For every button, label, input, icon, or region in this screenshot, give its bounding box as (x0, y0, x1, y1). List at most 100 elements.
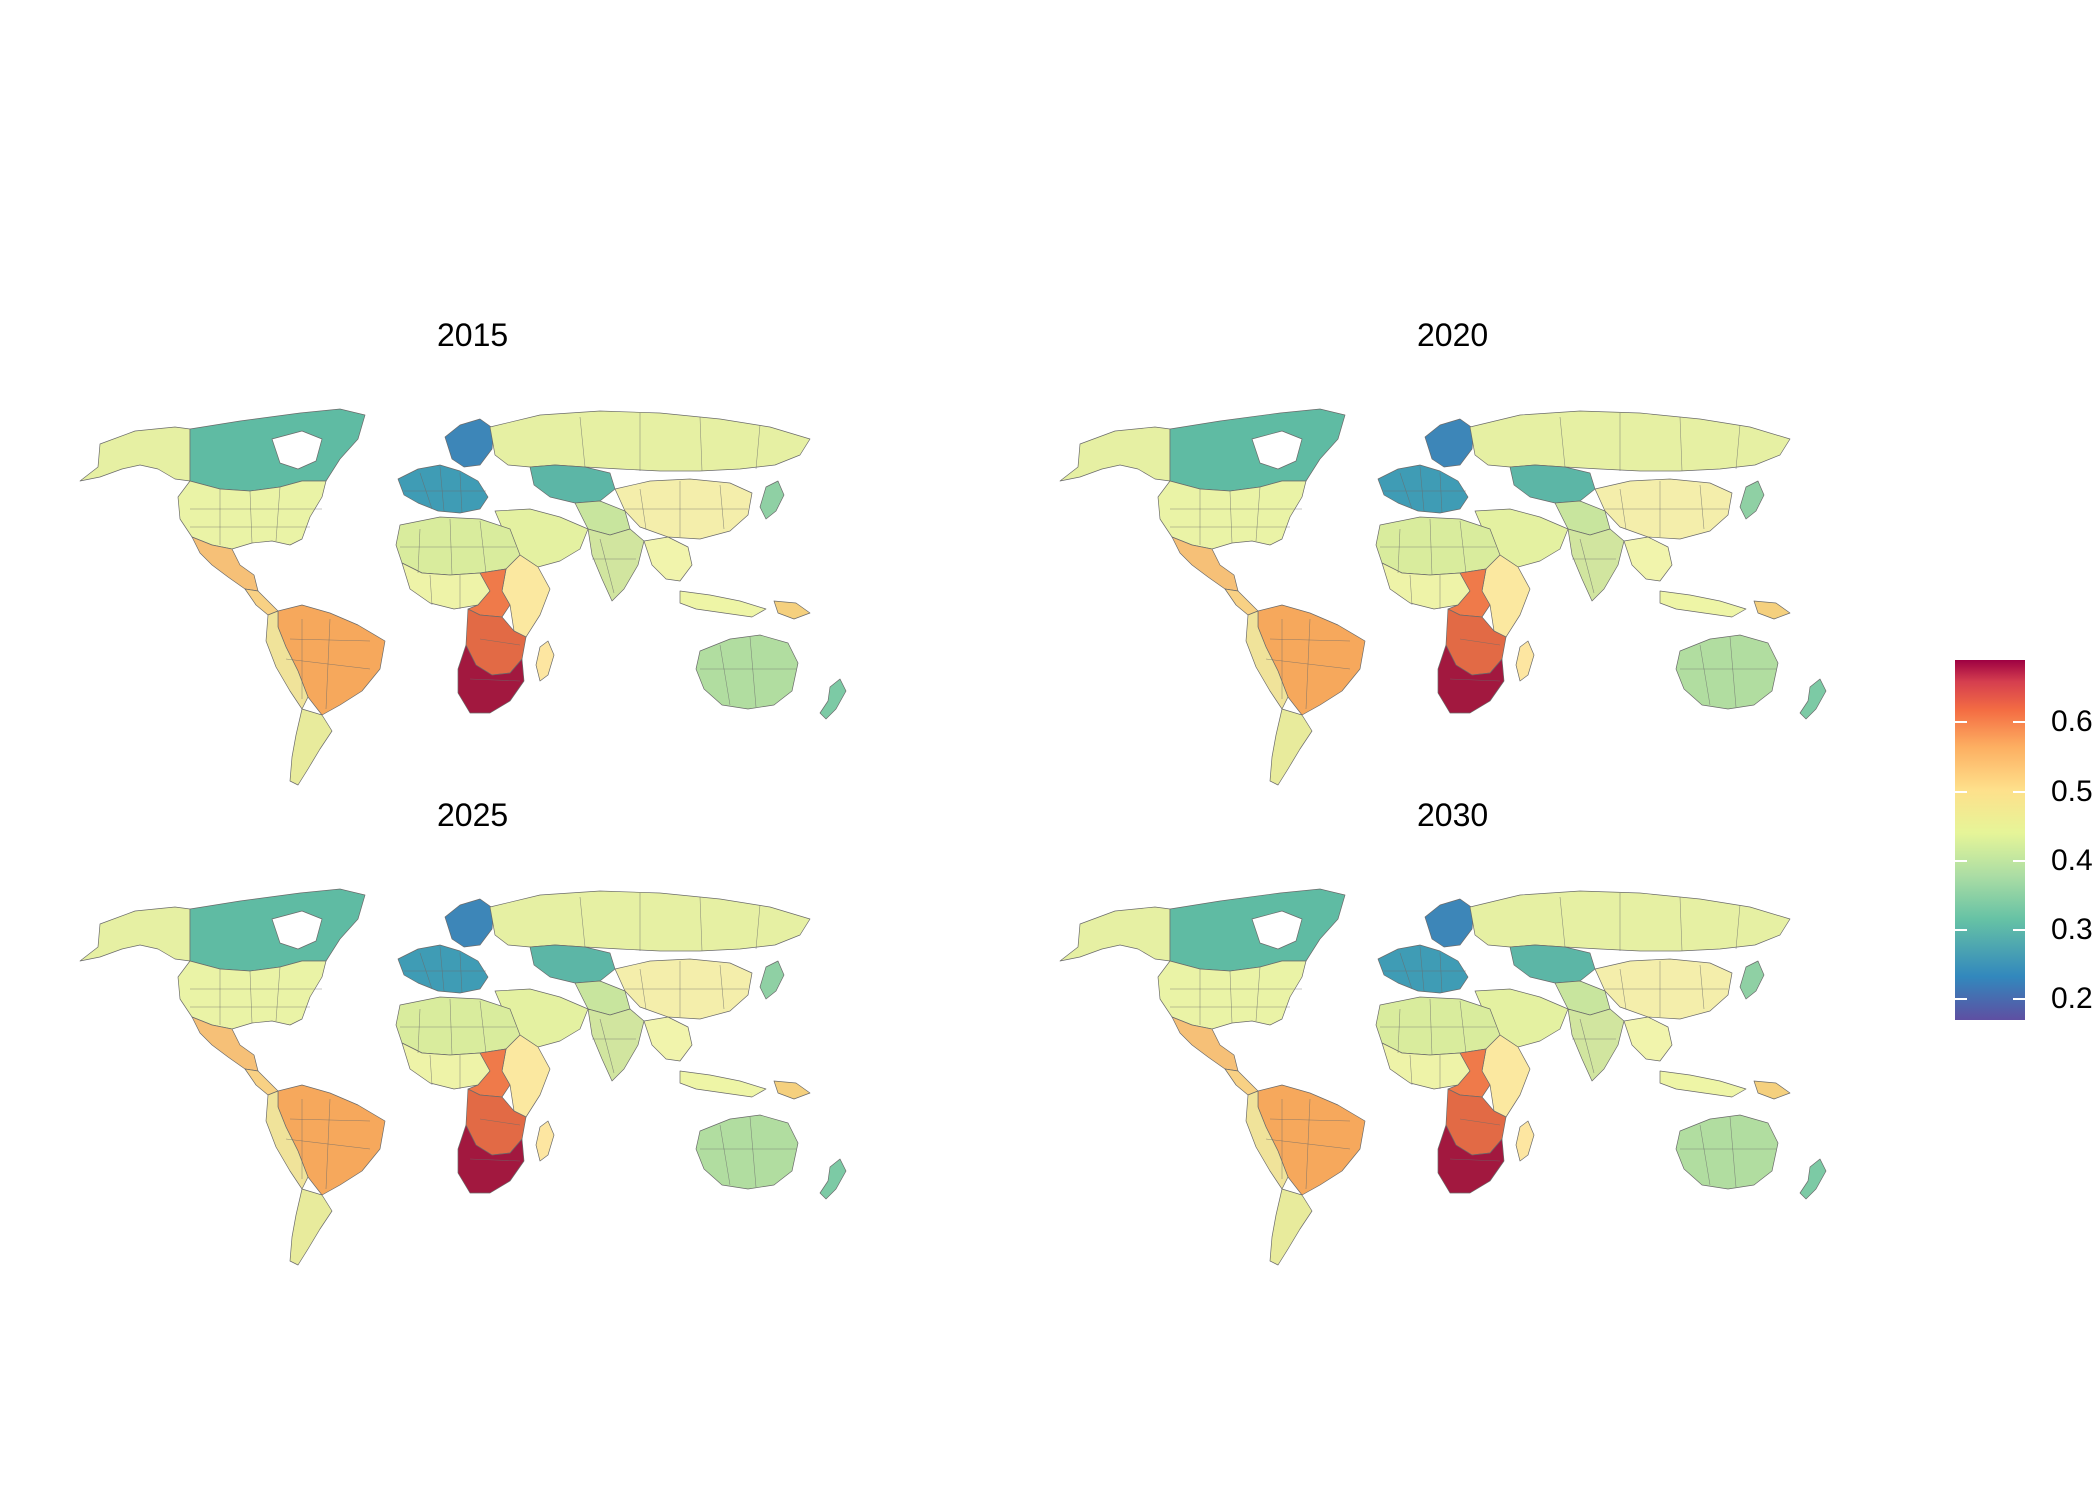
region-india (587, 1008, 645, 1082)
panel-title: 2015 (437, 317, 509, 353)
region-madagascar (535, 1120, 555, 1162)
border-line (479, 1118, 521, 1126)
region-indonesia (679, 590, 767, 618)
border-line (1459, 1118, 1501, 1126)
subnational-borders (1170, 413, 1776, 710)
region-greenland (271, 430, 323, 470)
border-line (469, 1158, 521, 1162)
region-scandinavia (1424, 418, 1475, 468)
border-line (429, 1054, 433, 1086)
border-line (1439, 952, 1443, 994)
border-line (1397, 1008, 1401, 1054)
border-line (1419, 946, 1425, 992)
border-line (289, 1118, 371, 1122)
region-indonesia (1659, 1070, 1747, 1098)
region-east-africa (501, 1034, 551, 1118)
region-greenland (271, 910, 323, 950)
border-line (1559, 896, 1566, 948)
subnational-borders (1170, 893, 1776, 1190)
border-line (579, 896, 586, 948)
region-usa (1157, 960, 1307, 1030)
border-line (579, 416, 586, 468)
legend-tick-label: 0.4 (2051, 843, 2093, 877)
region-scandinavia (444, 898, 495, 948)
region-kazakhstan (1509, 944, 1596, 984)
border-line (439, 946, 445, 992)
legend-tick-label: 0.2 (2051, 982, 2093, 1016)
panel-title: 2025 (437, 797, 509, 833)
region-central-america (244, 1068, 279, 1096)
region-kazakhstan (529, 944, 616, 984)
border-line (417, 1008, 421, 1054)
region-papua (1753, 1080, 1791, 1100)
border-line (1735, 904, 1741, 950)
region-south-africa (457, 1124, 525, 1194)
border-line (1265, 1138, 1351, 1150)
region-south-africa (1437, 1124, 1505, 1194)
panel-title: 2020 (1417, 317, 1489, 353)
region-southeast-asia (643, 536, 693, 582)
border-line (1409, 1054, 1413, 1086)
region-east-africa (1481, 554, 1531, 638)
border-line (1699, 964, 1705, 1010)
border-line (459, 952, 463, 994)
border-line (1679, 896, 1683, 952)
panel-title: 2030 (1417, 797, 1489, 833)
region-scandinavia (1424, 898, 1475, 948)
region-scandinavia (444, 418, 495, 468)
border-line (1729, 636, 1737, 708)
region-central-america (1224, 1068, 1259, 1096)
region-europe-west (1377, 944, 1469, 994)
border-line (749, 1116, 757, 1188)
region-indonesia (1659, 590, 1747, 618)
region-south-africa (457, 644, 525, 714)
border-line (439, 466, 445, 512)
border-line (1229, 970, 1233, 1024)
region-kazakhstan (529, 464, 616, 504)
border-line (699, 896, 703, 952)
border-line (459, 472, 463, 514)
border-line (285, 1138, 371, 1150)
region-southeast-asia (643, 1016, 693, 1062)
border-line (1255, 486, 1261, 542)
border-line (1699, 1124, 1711, 1186)
region-europe-west (397, 944, 489, 994)
border-line (275, 486, 281, 542)
border-line (599, 1018, 615, 1074)
subnational-borders (190, 893, 796, 1190)
region-papua (773, 1080, 811, 1100)
region-central-america (1224, 588, 1259, 616)
region-russia (1469, 410, 1791, 472)
border-line (275, 966, 281, 1022)
region-south-america-west (1245, 610, 1289, 710)
world-map (79, 888, 847, 1266)
region-east-africa (501, 554, 551, 638)
map-panel-0: 2015 (40, 315, 940, 786)
region-japan (1739, 480, 1765, 520)
region-australia (1675, 1114, 1779, 1190)
border-line (1579, 538, 1595, 594)
border-line (1265, 658, 1351, 670)
border-line (1269, 1118, 1351, 1122)
region-south-america-west (265, 1090, 309, 1190)
region-kazakhstan (1509, 464, 1596, 504)
border-line (719, 644, 731, 706)
region-india (1567, 1008, 1625, 1082)
region-india (587, 528, 645, 602)
region-south-america-south (289, 1188, 333, 1266)
region-madagascar (1515, 1120, 1535, 1162)
map-panel-1: 2020 (1020, 315, 1920, 786)
region-russia (489, 410, 811, 472)
region-papua (1753, 600, 1791, 620)
region-south-africa (1437, 644, 1505, 714)
border-line (749, 636, 757, 708)
border-line (1459, 638, 1501, 646)
border-line (1269, 638, 1351, 642)
region-usa (177, 960, 327, 1030)
region-southeast-asia (1623, 536, 1673, 582)
world-map (1059, 888, 1827, 1266)
region-greenland (1251, 430, 1303, 470)
border-line (285, 658, 371, 670)
region-india (1567, 528, 1625, 602)
region-east-africa (1481, 1034, 1531, 1118)
